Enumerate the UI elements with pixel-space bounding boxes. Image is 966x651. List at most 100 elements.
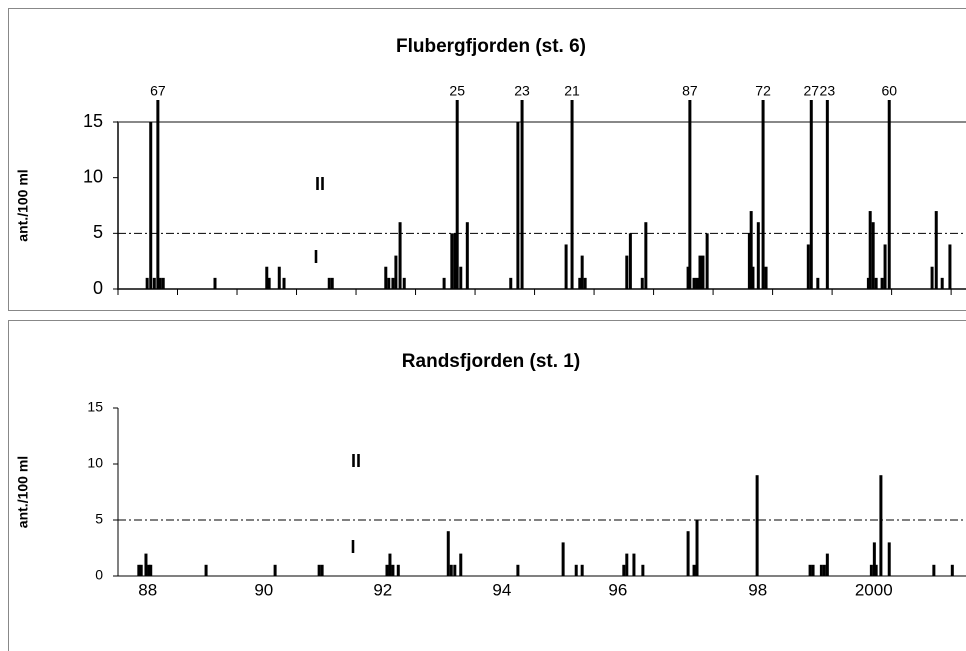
bar bbox=[749, 211, 753, 289]
y-tick-label: 5 bbox=[95, 511, 103, 527]
y-tick-label: 0 bbox=[95, 567, 103, 583]
y-tick-label: 15 bbox=[87, 399, 103, 415]
y-tick-label: 10 bbox=[83, 166, 103, 186]
bar bbox=[879, 475, 883, 576]
bar bbox=[751, 266, 755, 289]
data-label: 67 bbox=[150, 83, 166, 99]
bar bbox=[578, 277, 582, 289]
bar bbox=[453, 564, 457, 576]
bar bbox=[265, 266, 269, 289]
bar bbox=[396, 564, 400, 576]
bar bbox=[277, 266, 281, 289]
class-label: II bbox=[351, 451, 361, 471]
bar bbox=[282, 277, 286, 289]
bar bbox=[152, 277, 156, 289]
bar bbox=[934, 211, 938, 289]
bar bbox=[632, 553, 636, 576]
bar bbox=[317, 564, 321, 576]
bar bbox=[204, 564, 208, 576]
bar bbox=[686, 266, 690, 289]
bar bbox=[137, 564, 141, 576]
bar bbox=[872, 542, 876, 576]
bar bbox=[948, 244, 952, 289]
class-label: II bbox=[315, 174, 325, 194]
bar bbox=[695, 520, 699, 576]
bar bbox=[874, 564, 878, 576]
x-tick-label: 96 bbox=[608, 580, 627, 599]
bar bbox=[516, 122, 520, 289]
bar bbox=[625, 553, 629, 576]
bar bbox=[644, 222, 648, 289]
bar bbox=[156, 100, 160, 290]
bar bbox=[320, 564, 324, 576]
bar bbox=[822, 564, 826, 576]
x-tick-label: 92 bbox=[373, 580, 392, 599]
panel-border bbox=[8, 320, 966, 651]
bar bbox=[273, 564, 277, 576]
bar bbox=[583, 277, 587, 289]
bar bbox=[267, 277, 271, 289]
bar bbox=[459, 266, 463, 289]
bar bbox=[149, 122, 153, 289]
bar bbox=[145, 277, 149, 289]
bar bbox=[756, 222, 760, 289]
bar bbox=[394, 255, 398, 289]
bar bbox=[388, 553, 392, 576]
bar bbox=[887, 542, 891, 576]
bar bbox=[449, 564, 453, 576]
bar bbox=[144, 553, 148, 576]
x-tick-label: 2000 bbox=[855, 580, 893, 599]
bar bbox=[761, 100, 765, 289]
class-label: I bbox=[350, 537, 355, 557]
y-tick-label: 10 bbox=[87, 455, 103, 471]
bar bbox=[874, 277, 878, 289]
panel-border bbox=[8, 8, 966, 311]
y-tick-label: 5 bbox=[93, 222, 103, 242]
bar bbox=[819, 564, 823, 576]
bar bbox=[398, 222, 402, 289]
bar bbox=[866, 277, 870, 289]
bar bbox=[869, 564, 873, 576]
bar bbox=[520, 100, 524, 289]
data-label: 87 bbox=[682, 83, 698, 99]
bar bbox=[816, 277, 820, 289]
bar bbox=[640, 277, 644, 289]
bar bbox=[692, 277, 696, 289]
bar bbox=[809, 100, 813, 290]
bar bbox=[641, 564, 645, 576]
bar bbox=[695, 277, 699, 289]
bar bbox=[940, 277, 944, 289]
bar bbox=[442, 277, 446, 289]
x-tick-label: 94 bbox=[492, 580, 511, 599]
bar bbox=[868, 211, 872, 289]
y-axis-label: ant./100 ml bbox=[15, 456, 31, 528]
bar bbox=[580, 255, 584, 289]
bar bbox=[455, 100, 459, 290]
data-label: 23 bbox=[820, 83, 836, 99]
bar bbox=[509, 277, 513, 289]
bar bbox=[871, 222, 875, 289]
bar bbox=[147, 564, 151, 576]
bar bbox=[459, 553, 463, 576]
bar bbox=[450, 233, 454, 289]
bar bbox=[564, 244, 568, 289]
bar bbox=[811, 564, 815, 576]
bar bbox=[384, 266, 388, 289]
data-label: 72 bbox=[755, 83, 771, 99]
bar bbox=[692, 564, 696, 576]
bar bbox=[625, 255, 629, 289]
bar bbox=[808, 564, 812, 576]
bar bbox=[453, 233, 457, 289]
bar bbox=[688, 100, 692, 289]
y-tick-label: 0 bbox=[93, 278, 103, 298]
data-label: 27 bbox=[803, 83, 819, 99]
bar bbox=[391, 564, 395, 576]
bars bbox=[145, 100, 952, 290]
bar bbox=[883, 244, 887, 289]
bar bbox=[149, 564, 153, 576]
bar bbox=[580, 564, 584, 576]
x-tick-label: 98 bbox=[748, 580, 767, 599]
bar bbox=[880, 277, 884, 289]
bar bbox=[570, 100, 574, 290]
